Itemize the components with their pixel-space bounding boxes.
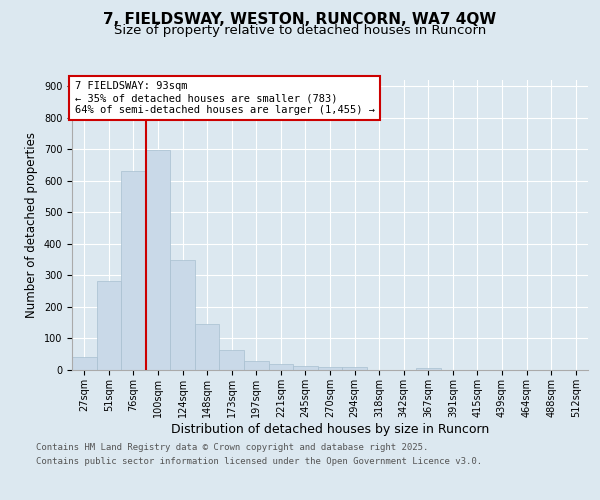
Bar xyxy=(220,350,244,370)
Text: 7, FIELDSWAY, WESTON, RUNCORN, WA7 4QW: 7, FIELDSWAY, WESTON, RUNCORN, WA7 4QW xyxy=(103,12,497,28)
Bar xyxy=(170,260,195,370)
Bar xyxy=(72,357,97,370)
Bar xyxy=(342,368,367,370)
Bar xyxy=(97,281,121,370)
Text: Size of property relative to detached houses in Runcorn: Size of property relative to detached ho… xyxy=(114,24,486,37)
Text: Contains HM Land Registry data © Crown copyright and database right 2025.: Contains HM Land Registry data © Crown c… xyxy=(36,442,428,452)
Y-axis label: Number of detached properties: Number of detached properties xyxy=(25,132,38,318)
Text: 7 FIELDSWAY: 93sqm
← 35% of detached houses are smaller (783)
64% of semi-detach: 7 FIELDSWAY: 93sqm ← 35% of detached hou… xyxy=(74,82,374,114)
Bar xyxy=(195,324,220,370)
Text: Contains public sector information licensed under the Open Government Licence v3: Contains public sector information licen… xyxy=(36,458,482,466)
Bar xyxy=(293,366,318,370)
Bar xyxy=(121,172,146,370)
Bar xyxy=(146,150,170,370)
X-axis label: Distribution of detached houses by size in Runcorn: Distribution of detached houses by size … xyxy=(171,422,489,436)
Bar xyxy=(416,368,440,370)
Bar xyxy=(244,360,269,370)
Bar xyxy=(269,364,293,370)
Bar xyxy=(318,367,342,370)
